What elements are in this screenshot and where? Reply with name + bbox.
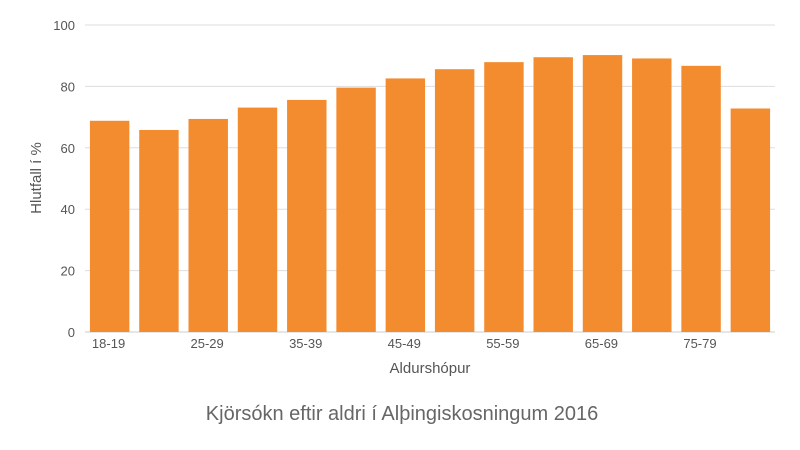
- chart-title: Kjörsókn eftir aldri í Alþingiskosningum…: [206, 403, 598, 425]
- bar-35-39: [287, 99, 327, 333]
- bar-65-69: [582, 55, 623, 332]
- y-tick-label: 20: [61, 264, 75, 279]
- y-tick-label: 40: [61, 202, 75, 217]
- y-tick-label: 60: [61, 141, 75, 156]
- y-tick-labels: 0 20 40 60 80 100: [53, 18, 75, 340]
- bar-50-54: [434, 69, 475, 332]
- x-tick-label: 18-19: [92, 336, 125, 351]
- x-axis-title: Aldurshópur: [390, 360, 471, 377]
- bar-25-29: [188, 118, 228, 332]
- y-tick-label: 0: [68, 325, 75, 340]
- bar-55-59: [484, 62, 524, 332]
- x-tick-labels: 18-19 25-29 35-39 45-49 55-59 65-69 75-79: [92, 336, 717, 351]
- y-tick-label: 100: [53, 18, 75, 33]
- x-tick-label: 35-39: [289, 336, 322, 351]
- y-tick-label: 80: [61, 79, 75, 94]
- bar-18-19: [89, 120, 130, 332]
- bar-80+: [730, 108, 771, 332]
- bar-45-49: [385, 78, 426, 332]
- bar-70-74: [632, 58, 672, 332]
- x-tick-label: 45-49: [388, 336, 421, 351]
- bar-20-24: [139, 129, 179, 332]
- bar-60-64: [533, 57, 573, 333]
- x-tick-label: 75-79: [683, 336, 716, 351]
- bars: [89, 55, 771, 333]
- x-tick-label: 65-69: [585, 336, 618, 351]
- bar-30-34: [237, 107, 278, 332]
- y-axis-title: Hlutfall í %: [28, 142, 45, 214]
- x-tick-label: 25-29: [191, 336, 224, 351]
- bar-40-44: [336, 87, 376, 333]
- x-tick-label: 55-59: [486, 336, 519, 351]
- bar-75-79: [681, 65, 721, 333]
